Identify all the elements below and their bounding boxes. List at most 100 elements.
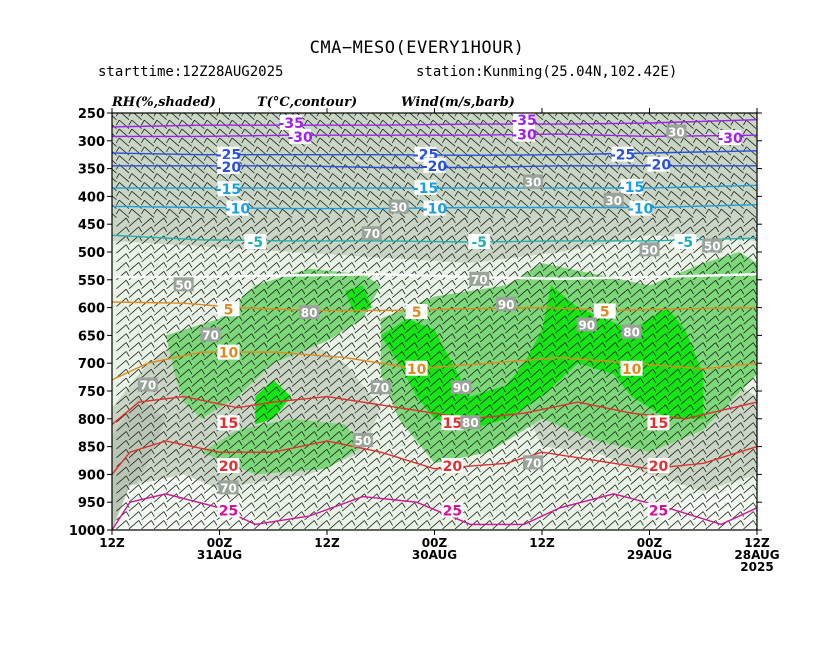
wind-barb [279, 360, 290, 370]
contour-label-bg [468, 233, 491, 249]
wind-barb [605, 244, 616, 254]
wind-barb [367, 288, 378, 298]
contour-label: -20 [422, 159, 448, 175]
wind-barb-flag [125, 511, 130, 517]
wind-barb [316, 448, 328, 459]
wind-barb [733, 190, 744, 201]
wind-barb-flag [401, 253, 406, 259]
contour-label-bg [629, 200, 652, 216]
wind-barb [329, 511, 340, 521]
wind-barb [517, 386, 528, 396]
wind-barb-flag [166, 119, 170, 126]
wind-barb-flag [567, 155, 572, 161]
wind-barb [542, 511, 553, 521]
wind-barb-flag [552, 333, 556, 339]
wind-barb-flag [464, 253, 469, 259]
wind-barb-flag [276, 511, 281, 517]
wind-barb [379, 475, 390, 485]
wind-barb-flag [141, 155, 145, 161]
wind-barb-flag [727, 493, 732, 499]
wind-barb [341, 422, 353, 432]
wind-barb [153, 342, 165, 352]
wind-barb [505, 351, 516, 361]
wind-barb-flag [605, 208, 609, 215]
wind-barb-flag [304, 119, 308, 126]
wind-barb-flag [642, 182, 647, 188]
wind-barb-flag [502, 475, 506, 482]
wind-barb [542, 440, 553, 450]
wind-barb [445, 137, 456, 147]
wind-barb-flag [366, 199, 371, 206]
wind-barb [630, 288, 641, 298]
wind-barb [492, 333, 503, 343]
wind-barb [642, 440, 654, 450]
wind-barb-flag [213, 342, 218, 348]
wind-barb-flag [414, 413, 419, 419]
wind-barb [266, 493, 277, 503]
wind-barb [241, 324, 252, 334]
wind-barb-flag [727, 449, 732, 455]
wind-barb [304, 377, 315, 387]
wind-barb-flag [451, 324, 456, 330]
wind-barb-flag [138, 511, 143, 517]
wind-barb [131, 155, 142, 165]
wind-barb [116, 466, 127, 476]
wind-barb-flag [602, 235, 607, 241]
wind-barb [191, 217, 202, 227]
wind-barb-flag [426, 386, 431, 393]
wind-barb-flag [464, 315, 469, 322]
wind-barb-flag [464, 475, 469, 482]
wind-barb [605, 279, 616, 289]
wind-barb [496, 113, 506, 120]
wind-barb-flag [564, 493, 569, 499]
wind-barb-flag [226, 217, 230, 224]
wind-barb-flag [166, 113, 169, 117]
wind-barb-flag [451, 449, 456, 455]
wind-barb-flag [389, 431, 393, 437]
wind-barb [530, 279, 541, 289]
wind-barb-flag [477, 342, 481, 348]
wind-barb [442, 253, 453, 263]
wind-barb [467, 333, 478, 343]
wind-barb-flag [150, 511, 155, 517]
wind-barb [112, 168, 117, 174]
wind-barb [479, 297, 491, 307]
wind-barb-flag [727, 404, 732, 410]
wind-barb-flag [366, 182, 371, 188]
wind-barb-flag [141, 128, 145, 135]
wind-barb-flag [504, 146, 509, 153]
wind-barb-flag [439, 386, 444, 393]
wind-barb [279, 368, 290, 378]
wind-barb [555, 457, 566, 467]
wind-barb [580, 431, 591, 441]
wind-barb [542, 386, 553, 396]
wind-barb [542, 360, 553, 370]
wind-barb [120, 113, 130, 120]
wind-barb-flag [439, 324, 444, 330]
wind-barb-flag [138, 466, 143, 473]
wind-barb-flag [401, 466, 406, 473]
wind-barb-flag [554, 155, 559, 161]
wind-barb [191, 377, 202, 387]
wind-barb-flag [677, 440, 682, 446]
wind-barb-flag [213, 431, 218, 437]
wind-barb-flag [201, 413, 205, 419]
wind-barb [316, 262, 328, 272]
wind-barb-flag [201, 262, 205, 268]
wind-barb-flag [489, 351, 494, 357]
wind-barb-flag [715, 324, 720, 330]
wind-barb-flag [752, 333, 757, 339]
wind-barb [417, 413, 428, 423]
wind-barb-flag [502, 466, 506, 473]
wind-barb-flag [692, 146, 697, 153]
wind-barb-flag [579, 182, 584, 188]
wind-barb-flag [426, 449, 431, 455]
wind-barb-flag [389, 324, 393, 330]
wind-barb [617, 244, 629, 254]
wind-barb [417, 457, 428, 467]
wind-barb [329, 351, 340, 361]
wind-barb [421, 113, 431, 120]
wind-barb-flag [665, 369, 669, 375]
wind-barb-flag [426, 342, 431, 348]
wind-barb [329, 440, 340, 450]
